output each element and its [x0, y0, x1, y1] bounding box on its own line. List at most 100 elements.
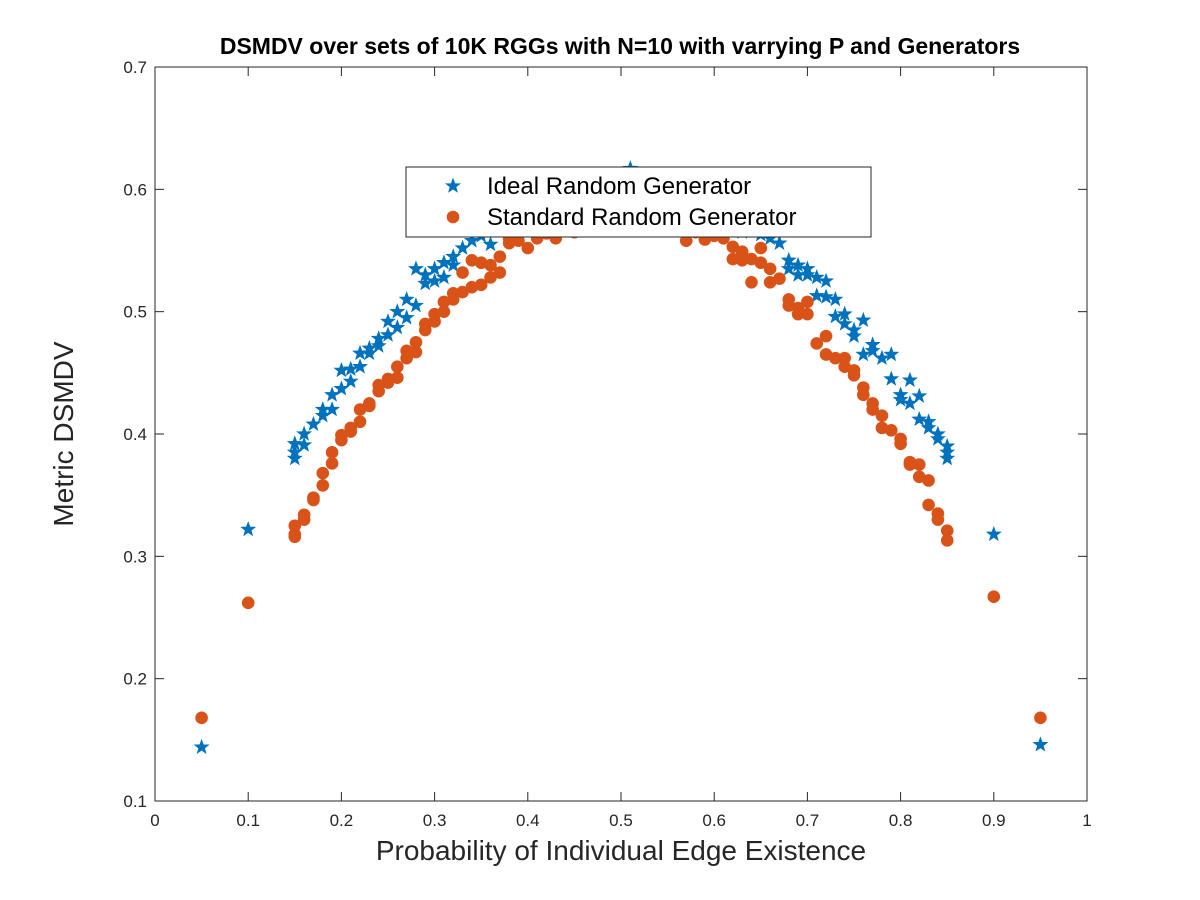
circle-point [325, 457, 339, 470]
circle-point [353, 415, 367, 429]
star-point [827, 291, 844, 307]
star-point [836, 315, 853, 331]
star-point [911, 410, 928, 427]
circle-point [521, 241, 535, 255]
circle-point [847, 364, 861, 377]
circle-point [754, 241, 768, 255]
star-point [445, 256, 462, 272]
star-point [985, 525, 1002, 542]
x-tick-label: 1 [1082, 811, 1091, 830]
star-point [324, 401, 341, 417]
star-point [1032, 736, 1049, 752]
y-tick-label: 0.7 [123, 58, 147, 77]
star-point [873, 349, 890, 365]
legend-label-standard: Standard Random Generator [487, 204, 797, 231]
circle-point [288, 519, 302, 533]
circle-point [363, 397, 376, 410]
legend-circle-marker [446, 210, 460, 224]
circle-point [1034, 711, 1047, 725]
star-point [929, 430, 946, 446]
circle-point [763, 262, 777, 276]
x-tick-label: 0.4 [516, 811, 540, 830]
circle-point [931, 513, 945, 526]
circle-point [857, 388, 870, 402]
circle-point [241, 596, 255, 610]
x-tick-label: 0.9 [982, 811, 1006, 830]
circle-point [484, 258, 497, 272]
star-point [305, 415, 322, 431]
star-point [939, 437, 956, 454]
star-point [407, 297, 424, 313]
circle-point [325, 446, 339, 459]
circle-point [940, 534, 954, 547]
circle-point [745, 276, 758, 289]
star-point [855, 311, 872, 328]
circle-point [493, 266, 507, 279]
star-point [398, 309, 415, 325]
x-tick-label: 0.8 [889, 811, 913, 830]
star-point [463, 232, 480, 248]
star-point [790, 256, 807, 272]
y-tick-label: 0.2 [123, 670, 147, 689]
star-point [818, 272, 835, 288]
star-point [445, 248, 462, 264]
star-point [426, 272, 443, 288]
star-point [398, 291, 415, 307]
circle-point [297, 508, 311, 522]
circle-point [316, 466, 330, 480]
star-point [846, 327, 862, 343]
legend-marker-standard [446, 210, 460, 224]
circle-point [344, 421, 358, 435]
circle-point [493, 250, 507, 263]
legend-marker-ideal [445, 177, 461, 193]
star-point [939, 450, 956, 466]
circle-point [391, 360, 404, 374]
star-point [901, 371, 918, 387]
star-point [352, 358, 369, 374]
x-axis-label: Probability of Individual Edge Existence [376, 835, 866, 866]
star-point [296, 425, 313, 441]
star-point [389, 319, 406, 335]
circle-point [754, 256, 768, 270]
x-tick-label: 0.6 [702, 811, 726, 830]
x-tick-label: 0.7 [796, 811, 820, 830]
star-point [342, 373, 359, 389]
circle-point [884, 424, 898, 437]
circle-point [773, 272, 786, 285]
circle-point [409, 335, 423, 349]
circle-point [922, 474, 935, 487]
y-tick-label: 0.5 [123, 303, 147, 322]
x-tick-label: 0.5 [609, 811, 633, 830]
circle-point [456, 266, 469, 279]
star-point [808, 269, 825, 285]
star-point [240, 521, 257, 537]
circle-point [894, 432, 907, 446]
star-point [370, 330, 387, 346]
star-point [771, 234, 788, 250]
star-point [892, 391, 909, 407]
star-point [780, 260, 797, 276]
circle-point [316, 479, 330, 492]
circle-point [391, 371, 404, 385]
chart-title: DSMDV over sets of 10K RGGs with N=10 wi… [220, 33, 1020, 59]
star-point [920, 419, 937, 435]
x-tick-label: 0.2 [330, 811, 354, 830]
circle-point [474, 278, 488, 292]
star-point [911, 387, 928, 403]
y-tick-label: 0.4 [123, 425, 147, 444]
star-point [407, 260, 424, 276]
y-axis-label: Metric DSMDV [48, 341, 79, 526]
star-point [370, 337, 387, 353]
star-point [799, 266, 816, 282]
star-point [939, 443, 956, 460]
star-point [808, 287, 825, 303]
x-tick-label: 0 [150, 811, 159, 830]
star-point [286, 435, 303, 451]
circle-point [819, 329, 833, 343]
star-point [855, 346, 872, 362]
star-point [482, 236, 499, 252]
legend-box [405, 166, 872, 238]
y-tick-label: 0.1 [123, 792, 147, 811]
star-point [883, 346, 900, 362]
star-point [883, 370, 900, 386]
